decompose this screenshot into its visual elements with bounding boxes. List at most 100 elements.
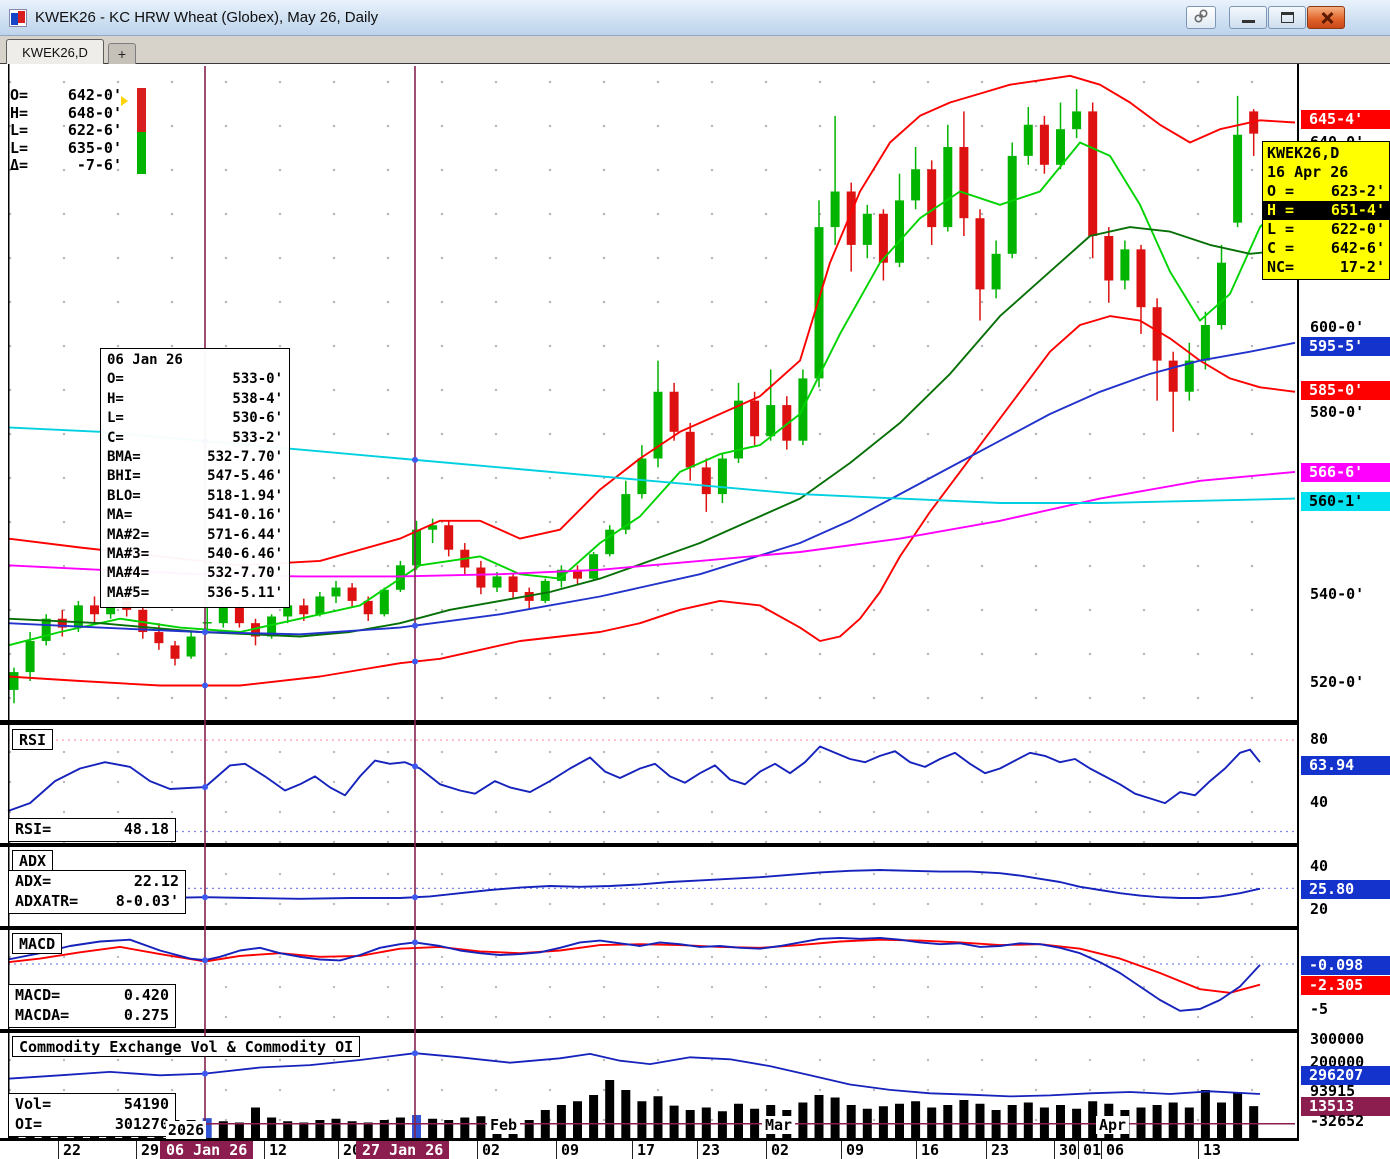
value: 642-0' (67, 86, 122, 104)
label: MA= (107, 507, 133, 524)
value: 22.12 (133, 872, 179, 890)
axis-label: 540-0' (1310, 585, 1365, 603)
label: O= (107, 371, 124, 388)
date-label: 02 (766, 1141, 789, 1159)
month-label: Mar (762, 1116, 796, 1134)
axis-label: 40 (1310, 857, 1329, 875)
data-window-row: MA#2= 571-6.44' (107, 527, 283, 546)
label: Δ= (10, 156, 29, 174)
rsi-title: RSI (12, 729, 54, 750)
data-window-row: H= 538-4' (107, 391, 283, 410)
axis-badge: -2.305 (1301, 976, 1390, 995)
adx-title: ADX (12, 850, 54, 871)
data-window-tooltip: 06 Jan 26 O= 533-0' H= 538-4' L= 530-6' C= 533-… (100, 348, 290, 609)
value: 571-6.44' (207, 526, 283, 543)
quote-row: O= 642-0' (10, 86, 122, 104)
minimize-icon (1242, 20, 1255, 23)
axis-badge: 296207 (1301, 1066, 1390, 1085)
close-button[interactable] (1307, 6, 1345, 29)
label: Vol= (15, 1095, 52, 1113)
axis-badge: -0.098 (1301, 956, 1390, 975)
label: BHI= (107, 468, 141, 485)
label: H = (1267, 201, 1295, 219)
value: 48.18 (123, 820, 169, 838)
data-window-row: BHI= 547-5.46' (107, 468, 283, 487)
label: BMA= (107, 448, 141, 465)
rsi-readout-row: RSI= 48.18 (15, 820, 169, 840)
maximize-button[interactable] (1268, 6, 1306, 29)
rsi-panel[interactable] (0, 725, 1296, 843)
value: 635-0' (67, 138, 122, 157)
label: L= (107, 410, 124, 427)
month-label: Apr (1096, 1116, 1130, 1134)
label: O= (10, 86, 29, 104)
label: ADXATR= (15, 892, 79, 910)
value: 623-2' (1330, 182, 1385, 200)
link-button[interactable] (1186, 6, 1216, 29)
info-box-date: 16 Apr 26 (1267, 163, 1349, 181)
new-tab-button[interactable]: + (108, 43, 136, 64)
volume-readout-row: OI= 301270 (15, 1115, 169, 1135)
value: 622-6' (67, 121, 122, 139)
axis-badge: 13513 (1301, 1097, 1390, 1116)
macd-readout: MACD= 0.420 MACDA= 0.275 (8, 984, 176, 1028)
year-label: 2026 (166, 1121, 207, 1139)
maximize-icon (1281, 12, 1294, 23)
axis-label: 20 (1310, 900, 1329, 918)
data-window-row: BLO= 518-1.94' (107, 488, 283, 507)
label: OI= (15, 1115, 43, 1133)
minimize-button[interactable] (1229, 6, 1267, 29)
data-window-row: BMA= 532-7.70' (107, 449, 283, 468)
label: ADX= (15, 872, 52, 890)
macd-panel[interactable] (0, 930, 1296, 1029)
value: 0.275 (123, 1006, 169, 1024)
axis-badge: 645-4' (1301, 110, 1390, 129)
value: 54190 (123, 1095, 169, 1113)
title-bar[interactable]: KWEK26 - KC HRW Wheat (Globex), May 26, … (0, 0, 1390, 36)
tab-bar: KWEK26,D + (0, 36, 1390, 64)
quote-info-box: KWEK26,D 16 Apr 26 O = 623-2' H = 651-4' L =… (1262, 141, 1390, 280)
macd-title: MACD (12, 933, 63, 954)
tab-kwek26-daily[interactable]: KWEK26,D (6, 39, 104, 64)
date-label: 09 (841, 1141, 864, 1159)
close-icon (1320, 11, 1334, 25)
price-arrow-icon (121, 96, 128, 106)
chart-surface[interactable] (0, 64, 1297, 1141)
label: MA#2= (107, 526, 150, 543)
date-label: 16 (916, 1141, 939, 1159)
macd-readout-row: MACDA= 0.275 (15, 1006, 169, 1026)
label: C = (1267, 239, 1295, 257)
value: 622-0' (1330, 220, 1385, 238)
date-label: 02 (477, 1141, 500, 1159)
date-marker-highlight: 27 Jan 26 (356, 1141, 450, 1159)
info-box-row: H = 651-4' (1263, 201, 1389, 220)
axis-badge: 595-5' (1301, 337, 1390, 356)
time-axis[interactable]: 22 29 06 Jan 26 12 20 27 Jan 26 02 09 17 23 02 09 16… (0, 1141, 1390, 1159)
label: NC= (1267, 258, 1295, 276)
info-box-row: NC= 17-2' (1267, 258, 1385, 277)
quote-row: H= 648-0' (10, 104, 122, 122)
axis-label: 93915 (1310, 1082, 1356, 1100)
axis-badge: 25.80 (1301, 880, 1390, 899)
date-marker-highlight: 06 Jan 26 (160, 1141, 254, 1159)
quote-block: O= 642-0' H= 648-0' L= 622-6' L= 635-0' Δ= -7-6' (10, 86, 146, 174)
info-box-symbol: KWEK26,D (1267, 144, 1340, 162)
data-window-date: 06 Jan 26 (107, 352, 183, 368)
label: MACD= (15, 986, 61, 1004)
value: 540-6.46' (207, 545, 283, 562)
label: BLO= (107, 487, 141, 504)
axis-label: -5 (1310, 1000, 1329, 1018)
month-strip: Feb Mar Apr (0, 1116, 1296, 1134)
chain-link-icon (1193, 8, 1209, 28)
value: 301270 (114, 1115, 169, 1133)
value: 532-7.70' (207, 565, 283, 582)
adx-readout: ADX= 22.12 ADXATR= 8-0.03' (8, 870, 186, 914)
value: 538-4' (232, 390, 283, 407)
label: L= (10, 121, 29, 139)
value: 530-6' (232, 410, 283, 427)
label: L= (10, 138, 29, 157)
label: MA#5= (107, 584, 150, 601)
label: L = (1267, 220, 1295, 238)
axis-badge: 63.94 (1301, 756, 1390, 775)
label: MACDA= (15, 1006, 70, 1024)
